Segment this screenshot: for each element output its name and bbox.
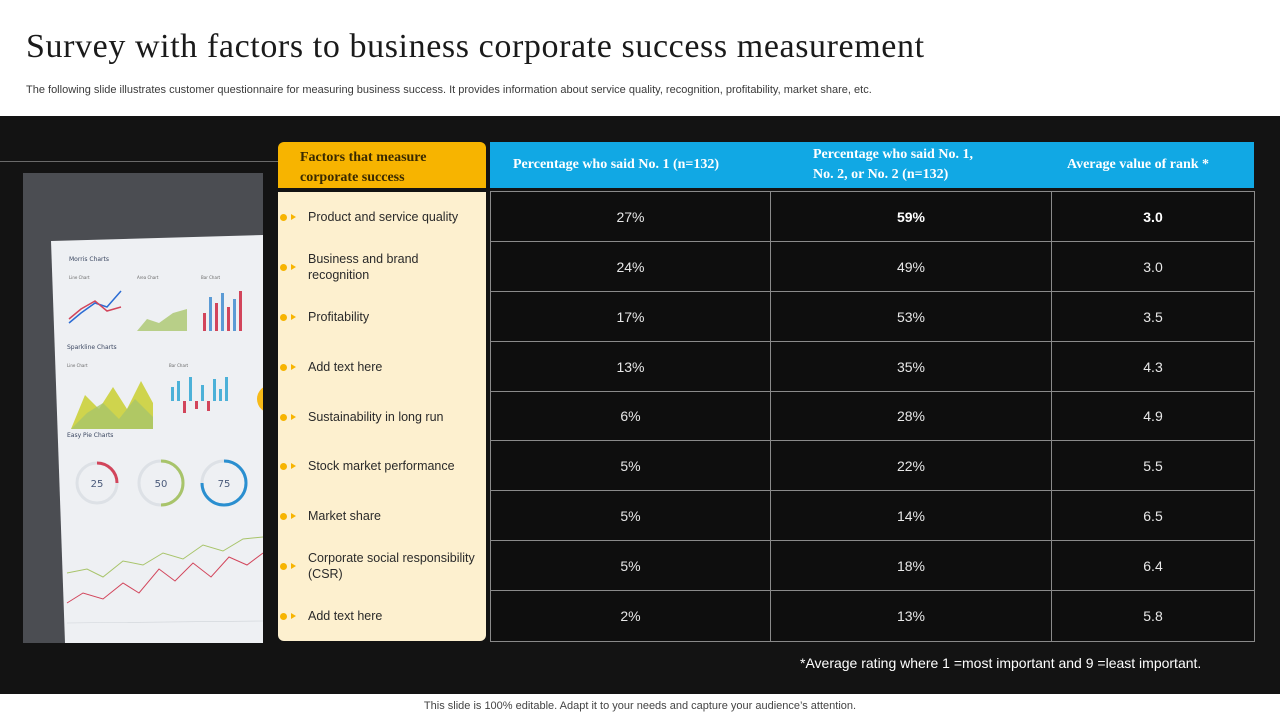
factor-item: Corporate social responsibility (CSR) [278, 541, 486, 591]
pie-25-label: 25 [91, 479, 104, 490]
arrow-right-icon [291, 364, 296, 370]
bullet-dot-icon [280, 612, 287, 620]
bullet-dot-icon [280, 363, 287, 371]
factor-item: Profitability [278, 292, 486, 342]
factor-label: Corporate social responsibility (CSR) [308, 551, 475, 581]
factor-label: Product and service quality [308, 210, 459, 224]
cell-pct12: 53% [771, 292, 1052, 342]
bullet-dot-icon [280, 413, 287, 421]
factor-label: Add text here [308, 360, 383, 374]
bullet-dot-icon [280, 263, 287, 271]
bullet-dot-icon [280, 462, 287, 470]
pie-75-label: 75 [218, 479, 231, 490]
cell-pct1: 27% [491, 192, 771, 242]
arrow-right-icon [291, 613, 296, 619]
pie-50-label: 50 [155, 479, 168, 490]
factor-item: Add text here [278, 591, 486, 641]
factors-header: Factors that measure corporate success [278, 142, 486, 188]
svg-text:Bar Chart: Bar Chart [169, 363, 189, 368]
cell-pct12: 28% [771, 392, 1052, 441]
footnote: *Average rating where 1 =most important … [800, 655, 1202, 671]
col-header-avg-rank: Average value of rank * [1067, 157, 1210, 172]
svg-text:Easy Pie Charts: Easy Pie Charts [67, 432, 113, 439]
bottom-note: This slide is 100% editable. Adapt it to… [423, 700, 857, 712]
cell-avg-rank: 4.9 [1052, 392, 1254, 441]
arrow-right-icon [291, 463, 296, 469]
cell-pct12: 49% [771, 242, 1052, 292]
divider-line [0, 161, 282, 162]
cell-avg-rank: 3.5 [1052, 292, 1254, 342]
svg-text:Area Chart: Area Chart [137, 275, 159, 280]
arrow-right-icon [291, 314, 296, 320]
page-subtitle: The following slide illustrates customer… [26, 84, 872, 96]
cell-avg-rank: 5.5 [1052, 441, 1254, 491]
svg-text:Line Chart: Line Chart [69, 275, 90, 280]
factor-label: Add text here [308, 609, 383, 623]
factor-item: Product and service quality [278, 192, 486, 242]
cell-pct1: 2% [491, 591, 771, 641]
factor-item: Market share [278, 491, 486, 541]
cell-pct1: 24% [491, 242, 771, 292]
factor-label: Market share [308, 509, 381, 523]
cell-avg-rank: 5.8 [1143, 608, 1163, 624]
page-title: Survey with factors to business corporat… [26, 28, 925, 65]
svg-text:Line Chart: Line Chart [67, 363, 88, 368]
arrow-right-icon [291, 414, 296, 420]
arrow-right-icon [291, 513, 296, 519]
cell-pct12: 18% [771, 541, 1052, 591]
factor-label: Stock market performance [308, 459, 455, 473]
factors-header-line1: Factors that measure [300, 150, 427, 165]
cell-avg-rank: 4.3 [1052, 342, 1254, 392]
cell-avg-rank: 6.4 [1052, 541, 1254, 591]
factor-item: Business and brand recognition [278, 242, 486, 292]
cell-pct12: 22% [771, 441, 1052, 491]
cell-pct12: 13% [771, 591, 1052, 641]
bullet-dot-icon [280, 512, 287, 520]
factor-label: Profitability [308, 310, 370, 324]
cell-pct1: 5% [491, 541, 771, 591]
factor-item: Stock market performance [278, 441, 486, 491]
factor-label: Sustainability in long run [308, 410, 444, 424]
cell-pct12: 14% [771, 491, 1052, 541]
charts-photo-image: Morris Charts Line Chart Area Chart Bar … [23, 173, 263, 643]
factor-label: Business and brand recognition [308, 252, 419, 282]
bullet-dot-icon [280, 562, 287, 570]
bullet-dot-icon [280, 213, 287, 221]
arrow-right-icon [291, 264, 296, 270]
cell-pct1: 5% [491, 491, 771, 541]
col-header-pct1: Percentage who said No. 1 (n=132) [513, 157, 720, 172]
charts-photo: Morris Charts Line Chart Area Chart Bar … [23, 173, 263, 643]
factor-item: Sustainability in long run [278, 392, 486, 442]
arrow-right-icon [291, 563, 296, 569]
factors-header-line2: corporate success [300, 170, 405, 185]
factors-list: Product and service quality Business and… [278, 192, 486, 641]
cell-pct12: 35% [771, 342, 1052, 392]
cell-pct1: 5% [491, 441, 771, 491]
cell-avg-rank: 3.0 [1052, 242, 1254, 292]
cell-pct12: 59% [771, 192, 1052, 242]
data-table: 27% 59% 3.0 24% 49% 3.0 17% 53% 3.5 13% 35% 4.3 6% 28… [490, 191, 1255, 642]
cell-pct1: 17% [491, 292, 771, 342]
factor-item: Add text here [278, 342, 486, 392]
photo-morris-title: Morris Charts [69, 256, 109, 263]
bullet-dot-icon [280, 313, 287, 321]
svg-text:Sparkline Charts: Sparkline Charts [67, 344, 117, 351]
cell-avg-rank: 3.0 [1052, 192, 1254, 242]
arrow-right-icon [291, 214, 296, 220]
cell-pct1: 13% [491, 342, 771, 392]
cell-pct1: 6% [491, 392, 771, 441]
table-header: Percentage who said No. 1 (n=132) Percen… [490, 142, 1254, 188]
col-header-pct12: Percentage who said No. 1, No. 2, or No.… [813, 147, 973, 182]
cell-avg-rank: 6.5 [1052, 491, 1254, 541]
svg-text:Bar Chart: Bar Chart [201, 275, 221, 280]
